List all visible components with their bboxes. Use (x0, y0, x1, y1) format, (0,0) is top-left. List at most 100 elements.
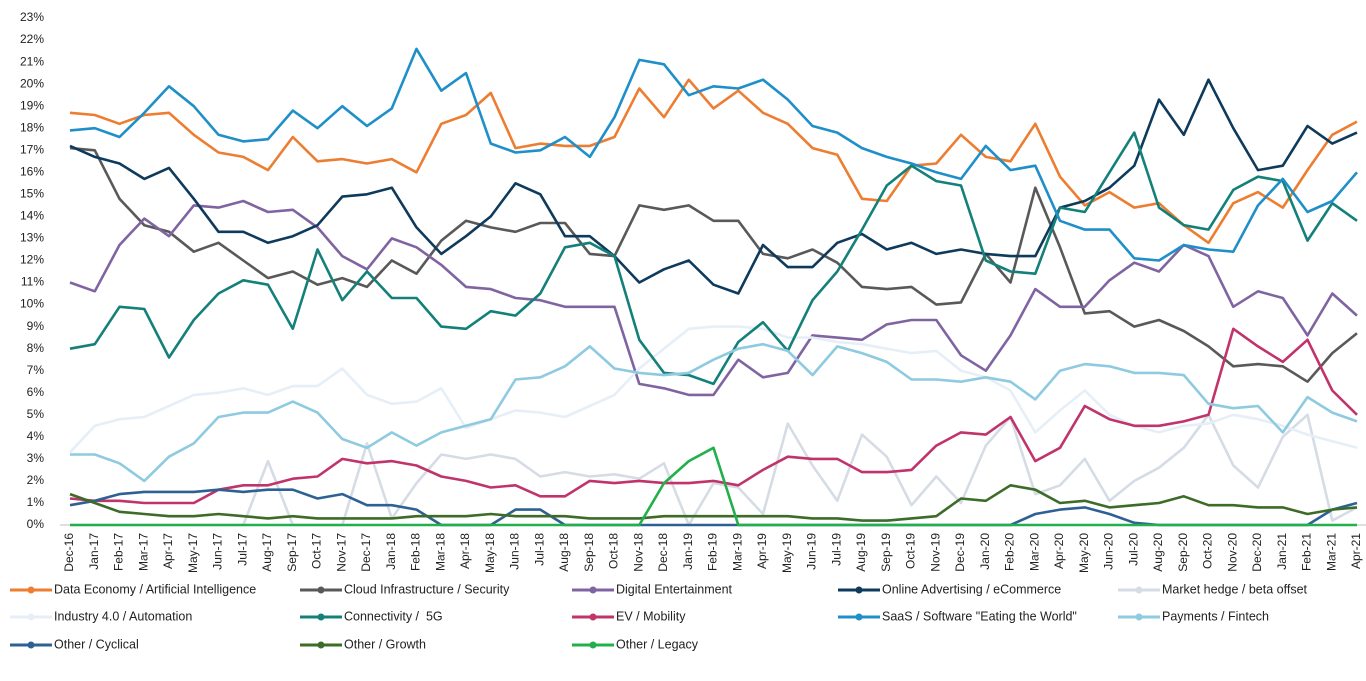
series-line (69, 488, 1358, 527)
legend-label: Other / Cyclical (54, 637, 139, 651)
series-line (69, 78, 1358, 295)
x-tick-label: Dec-19 (953, 533, 967, 572)
x-tick-label: Feb-18 (409, 533, 423, 571)
y-tick-label: 12% (20, 253, 44, 267)
legend-marker (317, 641, 325, 649)
legend-label: Data Economy / Artificial Intelligence (54, 582, 256, 596)
y-tick-label: 16% (20, 164, 44, 178)
x-tick-label: Jun-17 (211, 533, 225, 570)
legend-marker (27, 641, 35, 649)
x-tick-label: Apr-21 (1349, 533, 1363, 569)
series-line (69, 325, 1358, 454)
x-tick-label: Jan-17 (87, 533, 101, 570)
x-tick-label: Apr-20 (1052, 533, 1066, 569)
legend-label: Online Advertising / eCommerce (882, 582, 1061, 596)
x-tick-label: Jul-18 (532, 533, 546, 566)
x-tick-label: Jul-17 (235, 533, 249, 566)
legend-marker (317, 613, 325, 621)
y-tick-label: 0% (27, 517, 45, 531)
x-tick-label: Jan-20 (978, 533, 992, 570)
legend-marker (589, 641, 597, 649)
y-tick-label: 18% (20, 120, 44, 134)
legend-label: SaaS / Software "Eating the World" (882, 609, 1077, 623)
y-tick-label: 19% (20, 98, 44, 112)
y-tick-label: 4% (27, 429, 45, 443)
x-tick-label: Nov-18 (631, 533, 645, 572)
y-tick-label: 2% (27, 473, 45, 487)
x-tick-label: Jul-19 (829, 533, 843, 566)
legend-label: Other / Growth (344, 637, 426, 651)
series-line (69, 327, 1358, 505)
x-tick-label: Feb-19 (706, 533, 720, 571)
x-tick-label: Sep-19 (879, 533, 893, 572)
legend-marker (855, 586, 863, 594)
x-tick-label: Dec-17 (359, 533, 373, 572)
y-tick-label: 17% (20, 142, 44, 156)
legend-marker (317, 586, 325, 594)
y-tick-label: 15% (20, 187, 44, 201)
series-line (70, 342, 1358, 483)
x-tick-label: Nov-20 (1225, 533, 1239, 572)
x-tick-label: Jan-19 (681, 533, 695, 570)
x-tick-label: Jun-20 (1102, 533, 1116, 570)
legend-marker (1135, 613, 1143, 621)
x-tick-label: Mar-17 (136, 533, 150, 571)
y-tick-label: 21% (20, 54, 44, 68)
x-tick-label: Sep-17 (285, 533, 299, 572)
x-tick-label: Aug-19 (854, 533, 868, 572)
x-tick-label: Mar-19 (730, 533, 744, 571)
y-tick-label: 5% (27, 407, 45, 421)
x-tick-label: Feb-17 (112, 533, 126, 571)
x-tick-label: Sep-20 (1176, 533, 1190, 572)
x-tick-label: Apr-18 (458, 533, 472, 569)
x-tick-label: Apr-17 (161, 533, 175, 569)
legend-label: Cloud Infrastructure / Security (344, 582, 510, 596)
series-line (70, 413, 1358, 527)
x-tick-label: Dec-16 (62, 533, 76, 572)
x-tick-label: Jun-19 (805, 533, 819, 570)
x-tick-label: Oct-18 (607, 533, 621, 569)
x-tick-label: Aug-17 (260, 533, 274, 572)
x-tick-label: Sep-18 (582, 533, 596, 572)
x-tick-label: Mar-18 (433, 533, 447, 571)
x-tick-label: May-17 (186, 533, 200, 573)
x-tick-label: Feb-20 (1003, 533, 1017, 571)
y-tick-label: 3% (27, 451, 45, 465)
legend-label: Other / Legacy (616, 637, 699, 651)
x-tick-label: May-20 (1077, 533, 1091, 573)
x-tick-label: Jul-20 (1126, 533, 1140, 566)
y-tick-label: 1% (27, 495, 45, 509)
y-tick-label: 6% (27, 385, 45, 399)
legend-marker (589, 613, 597, 621)
x-tick-label: Apr-19 (755, 533, 769, 569)
legend-label: Payments / Fintech (1162, 609, 1269, 623)
legend-marker (589, 586, 597, 594)
series-line (69, 78, 1358, 245)
x-tick-label: May-18 (483, 533, 497, 573)
series-line (69, 146, 1358, 383)
x-tick-label: Nov-17 (334, 533, 348, 572)
x-tick-label: May-19 (780, 533, 794, 573)
legend-label: Market hedge / beta offset (1162, 582, 1308, 596)
x-tick-label: Oct-17 (310, 533, 324, 569)
x-tick-label: Feb-21 (1300, 533, 1314, 571)
x-tick-label: Oct-19 (904, 533, 918, 569)
series-line (69, 47, 1358, 262)
legend-marker (1135, 586, 1143, 594)
y-tick-label: 13% (20, 231, 44, 245)
x-tick-label: Jan-21 (1275, 533, 1289, 570)
legend-label: EV / Mobility (616, 609, 686, 623)
series-line (69, 131, 1358, 386)
series-line (69, 199, 1358, 397)
y-tick-label: 7% (27, 363, 45, 377)
x-tick-label: Dec-20 (1250, 533, 1264, 572)
legend-marker (27, 586, 35, 594)
x-tick-label: Dec-18 (656, 533, 670, 572)
x-tick-label: Aug-20 (1151, 533, 1165, 572)
y-tick-label: 23% (20, 10, 44, 24)
x-tick-label: Jan-18 (384, 533, 398, 570)
x-tick-label: Mar-20 (1027, 533, 1041, 571)
legend-marker (855, 613, 863, 621)
series-line (70, 446, 1357, 527)
